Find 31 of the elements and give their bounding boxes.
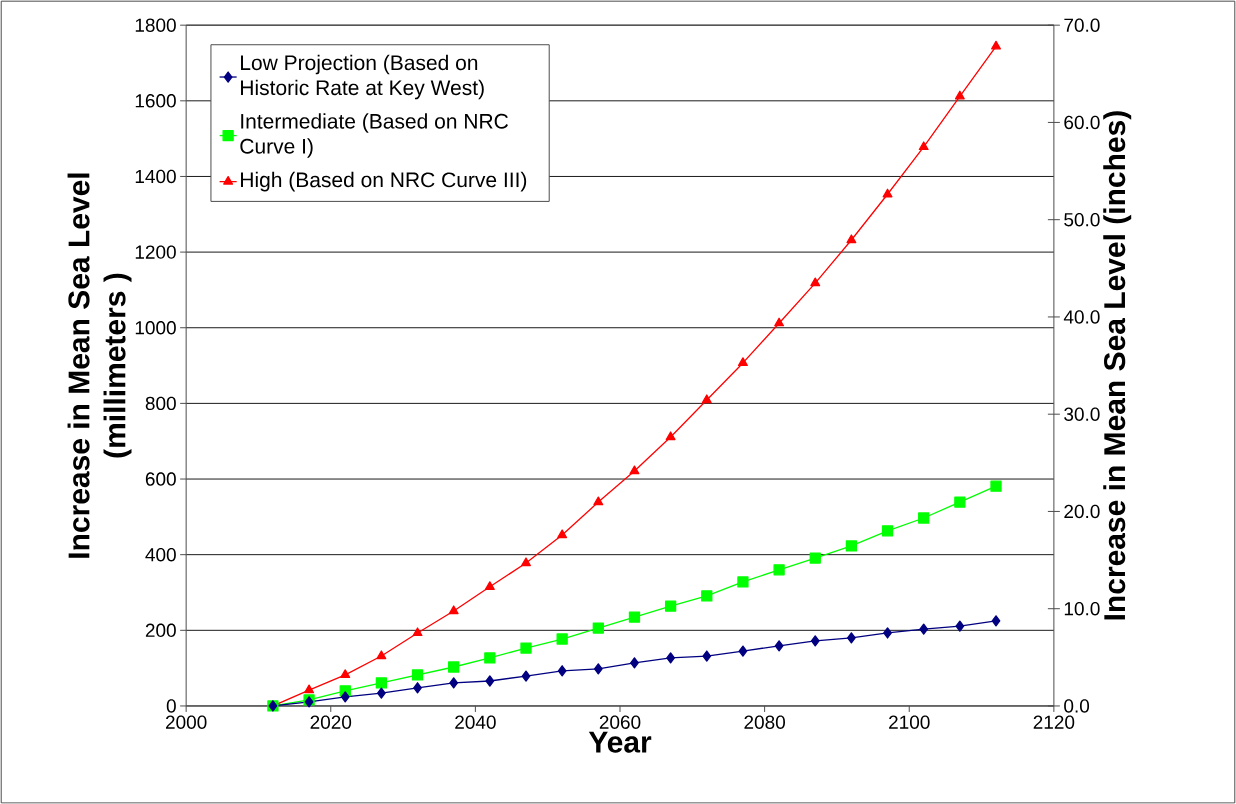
y2-tick-label: 0.0 xyxy=(1064,699,1090,713)
y-tick-label: 1800 xyxy=(135,18,176,32)
x-tick-label: 2120 xyxy=(1033,715,1075,729)
y-tick-label: 0 xyxy=(166,699,176,713)
y2-tick-label: 10.0 xyxy=(1064,601,1100,616)
y-axis-title: Increase in Mean Sea Level (millimeters ) xyxy=(67,173,132,558)
y2-axis-title: Increase in Mean Sea Level (inches) xyxy=(1103,111,1132,620)
y2-tick-label: 50.0 xyxy=(1064,212,1100,227)
legend-label: Low Projection (Based on Historic Rate at Key West) xyxy=(241,54,484,100)
x-tick-label: 2100 xyxy=(889,715,930,729)
x-tick-label: 2060 xyxy=(599,715,641,729)
legend-label: High (Based on NRC Curve III) xyxy=(241,171,527,192)
y-tick-label: 400 xyxy=(145,547,176,562)
y-tick-label: 600 xyxy=(145,472,176,486)
y2-tick-label: 70.0 xyxy=(1064,18,1100,32)
x-tick-label: 2020 xyxy=(310,715,352,729)
y2-tick-label: 20.0 xyxy=(1064,504,1100,519)
y2-tick-label: 30.0 xyxy=(1064,407,1100,421)
y-tick-label: 800 xyxy=(145,396,176,411)
x-tick-label: 2000 xyxy=(165,715,207,729)
y-tick-label: 1400 xyxy=(135,169,176,184)
y-tick-label: 1600 xyxy=(135,94,176,108)
y-tick-label: 1200 xyxy=(135,245,176,259)
y2-tick-label: 40.0 xyxy=(1063,310,1100,324)
y-tick-label: 200 xyxy=(145,623,176,637)
legend-label: Intermediate (Based on NRC Curve I) xyxy=(240,113,508,158)
x-tick-label: 2040 xyxy=(455,715,496,729)
x-tick-label: 2080 xyxy=(744,715,785,729)
y-tick-label: 1000 xyxy=(135,320,176,335)
y2-tick-label: 60.0 xyxy=(1064,115,1100,130)
x-axis-title: Year xyxy=(588,731,652,753)
